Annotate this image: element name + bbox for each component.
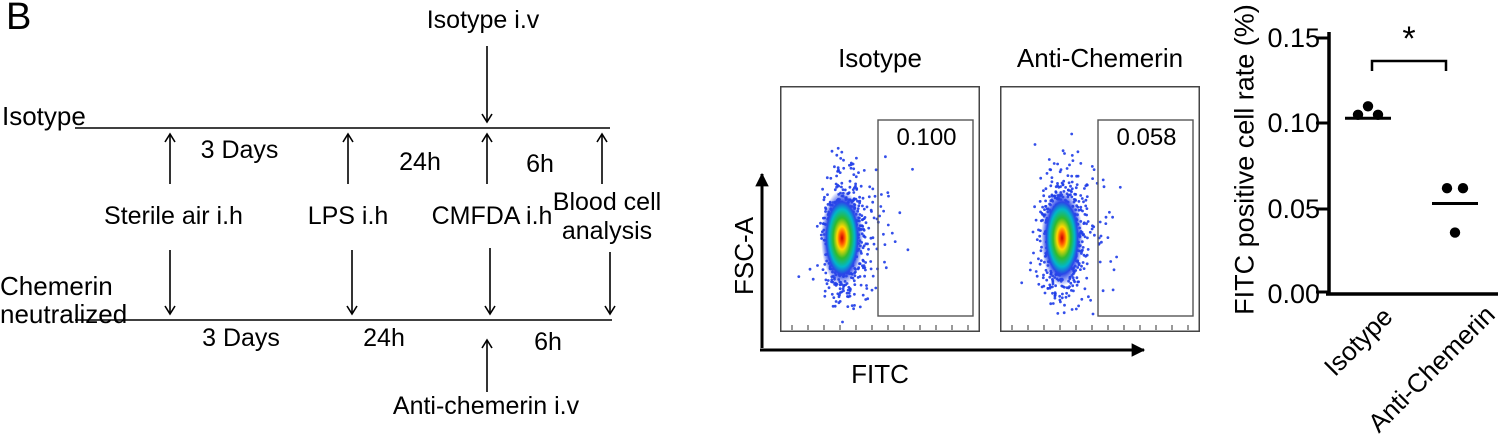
plot-frame [780,86,980,332]
bottom-injection-label: Anti-chemerin i.v [392,392,580,420]
gate-value-anti-chemerin: 0.058 [1116,124,1177,151]
bottom-arm-label-line1: Chemerin [0,271,113,301]
endpoint-label-line2: analysis [561,216,653,245]
flow-axes [755,172,1146,357]
gate-rect [877,119,974,317]
density-core [1041,190,1083,286]
endpoint-label-line1: Blood cell [552,188,662,216]
significance-bracket [1370,59,1448,71]
axis-tick-marks [1011,325,1189,330]
flow-plot-anti-chemerin [1000,86,1200,332]
y-tick-0.00: 0.00 [1267,279,1320,309]
dot-plot-points [1345,101,1478,238]
y-tick-0.15: 0.15 [1267,23,1320,53]
event-cmfda: CMFDA i.h [431,202,553,230]
top-arm-label: Isotype [2,101,86,131]
y-tick-0.10: 0.10 [1267,108,1320,138]
timeline-diagram-lines [75,46,616,392]
bottom-arm-label-line2: neutralized [0,299,128,329]
panel-label: B [6,0,32,38]
top-injection-label: Isotype i.v [426,6,540,34]
top-interval-24h: 24h [399,148,441,176]
flow-x-axis-label: FITC [851,359,909,389]
bottom-interval-3days: 3 Days [202,324,280,352]
bottom-interval-24h: 24h [363,324,405,352]
flow-plot-1-title: Isotype [838,43,922,73]
density-core [821,190,863,286]
dot-plot-axes [1316,32,1498,296]
dot-plot-y-axis-label: FITC positive cell rate (%) [1229,4,1260,315]
gate-value-isotype: 0.100 [896,124,957,151]
y-tick-0.05: 0.05 [1267,194,1320,224]
flow-plot-isotype [780,86,980,332]
top-interval-3days: 3 Days [200,136,279,164]
event-lps: LPS i.h [307,202,389,230]
y-tick-marks [1316,36,1329,294]
flow-plot-2-title: Anti-Chemerin [1016,43,1184,73]
bottom-interval-6h: 6h [534,328,562,356]
gate-rect [1097,119,1194,317]
event-sterile-air: Sterile air i.h [104,202,243,230]
flow-y-axis-label: FSC-A [729,216,760,295]
top-interval-6h: 6h [526,150,554,178]
plot-frame [1000,86,1200,332]
endpoint-label: Blood cell analysis [545,188,669,246]
axis-tick-marks [791,325,969,330]
significance-asterisk: * [1402,20,1416,58]
